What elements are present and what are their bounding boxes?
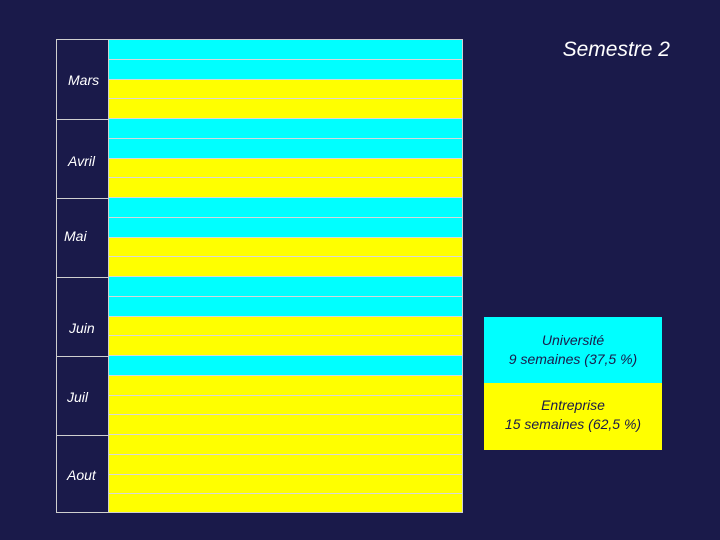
- week-5-universite: [109, 119, 462, 139]
- week-6-universite: [109, 138, 462, 159]
- week-19-entreprise: [109, 395, 462, 416]
- week-17-universite: [109, 356, 462, 376]
- week-22-entreprise: [109, 454, 462, 475]
- week-14-universite: [109, 296, 462, 317]
- month-label-avril: Avril: [68, 153, 95, 169]
- month-mars: Mars: [57, 40, 109, 119]
- week-18-entreprise: [109, 375, 462, 396]
- month-label-aout: Aout: [67, 467, 96, 483]
- week-1-universite: [109, 40, 462, 60]
- legend-universite-label: Université: [541, 332, 605, 348]
- week-11-entreprise: [109, 237, 462, 258]
- week-13-universite: [109, 277, 462, 297]
- week-20-entreprise: [109, 415, 462, 435]
- week-23-entreprise: [109, 474, 462, 495]
- month-juil: Juil: [57, 356, 109, 435]
- month-column: Mars Avril Mai Juin Juil Aout: [56, 39, 109, 514]
- week-8-entreprise: [109, 178, 462, 198]
- month-label-mai: Mai: [64, 228, 87, 244]
- week-16-entreprise: [109, 336, 462, 356]
- week-24-entreprise: [109, 494, 462, 512]
- week-10-universite: [109, 217, 462, 238]
- legend-universite-detail: 9 semaines (37,5 %): [508, 351, 638, 367]
- legend-entreprise-detail: 15 semaines (62,5 %): [504, 416, 642, 432]
- week-3-entreprise: [109, 79, 462, 100]
- month-aout: Aout: [57, 435, 109, 514]
- month-mai: Mai: [57, 198, 109, 277]
- week-12-entreprise: [109, 257, 462, 277]
- chart-title: Semestre 2: [562, 38, 670, 61]
- month-juin: Juin: [57, 277, 109, 356]
- week-7-entreprise: [109, 158, 462, 179]
- week-2-universite: [109, 59, 462, 80]
- legend-universite: Université 9 semaines (37,5 %): [484, 317, 662, 383]
- week-15-entreprise: [109, 316, 462, 337]
- weeks-grid: [108, 39, 463, 513]
- month-label-juil: Juil: [67, 389, 89, 405]
- month-avril: Avril: [57, 119, 109, 198]
- week-21-entreprise: [109, 435, 462, 455]
- legend: Université 9 semaines (37,5 %) Entrepris…: [484, 317, 662, 450]
- legend-entreprise: Entreprise 15 semaines (62,5 %): [484, 383, 662, 450]
- month-label-juin: Juin: [69, 320, 95, 336]
- week-9-universite: [109, 198, 462, 218]
- legend-entreprise-label: Entreprise: [541, 397, 605, 413]
- month-label-mars: Mars: [68, 72, 100, 88]
- week-4-entreprise: [109, 99, 462, 119]
